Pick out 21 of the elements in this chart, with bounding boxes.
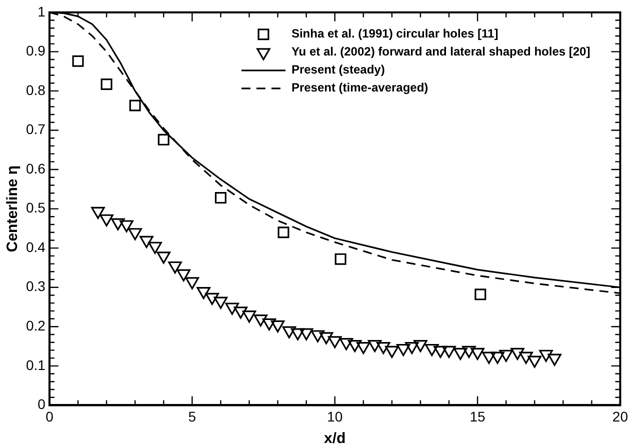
y-tick-label: 0.8 [26, 82, 46, 98]
y-tick-label: 0.3 [26, 278, 46, 294]
legend-label: Present (time-averaged) [291, 80, 428, 95]
legend-label: Present (steady) [291, 62, 385, 77]
x-axis-title: x/d [324, 430, 346, 448]
y-tick-label: 0.1 [26, 356, 46, 373]
legend-label: Yu et al. (2002) forward and lateral shaped holes [20] [291, 44, 590, 59]
x-tick-label: 15 [470, 408, 486, 424]
x-tick-label: 10 [327, 408, 343, 424]
y-tick-label: 1 [38, 3, 46, 20]
y-tick-label: 0.4 [26, 238, 46, 255]
x-tick-label: 5 [188, 408, 196, 424]
y-tick-label: 0.6 [26, 160, 46, 176]
x-tick-label: 20 [612, 408, 628, 424]
y-tick-label: 0.5 [26, 200, 46, 216]
legend-label: Sinha et al. (1991) circular holes [11] [291, 26, 498, 41]
y-tick-label: 0.7 [26, 121, 46, 138]
y-axis-title: Centerline η [4, 165, 22, 252]
y-tick-label: 0 [38, 396, 46, 412]
y-tick-label: 0.9 [26, 42, 46, 59]
y-tick-label: 0.2 [26, 318, 46, 334]
